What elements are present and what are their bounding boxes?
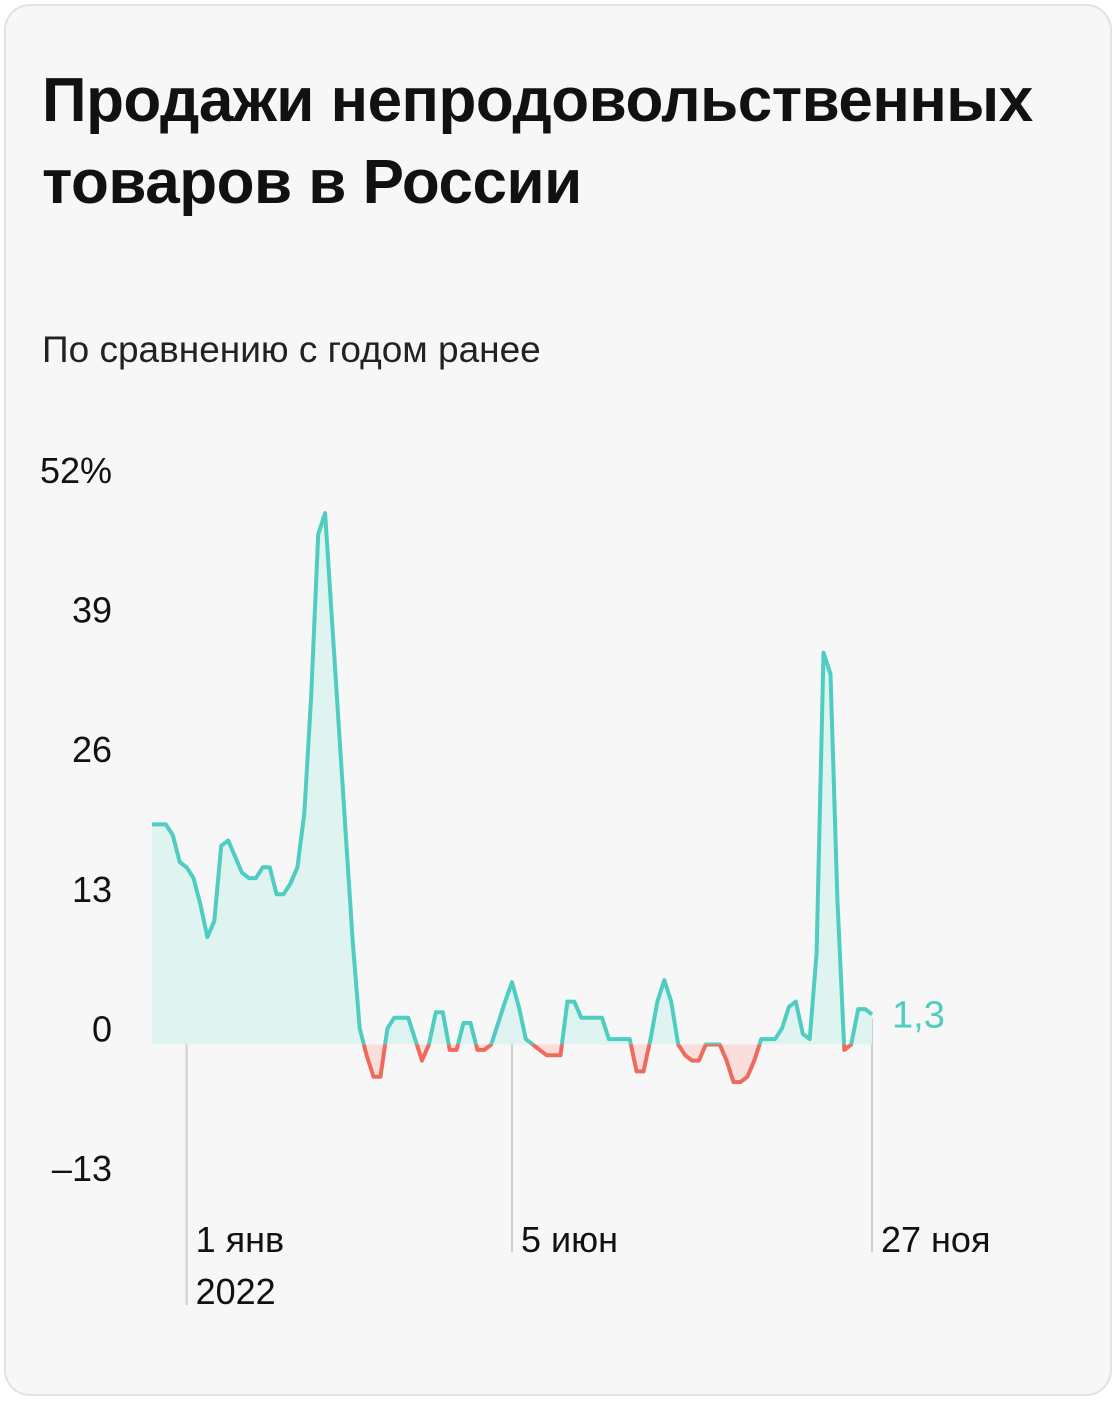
x-tick-sublabel: 2022 bbox=[196, 1271, 276, 1312]
y-tick-label: 52% bbox=[40, 450, 112, 491]
y-tick-label: 13 bbox=[72, 869, 112, 910]
x-tick-label: 5 июн bbox=[521, 1219, 618, 1260]
negative-series-line bbox=[361, 1044, 854, 1085]
last-value-label: 1,3 bbox=[892, 994, 945, 1036]
y-tick-label: 26 bbox=[72, 729, 112, 770]
positive-area bbox=[152, 513, 872, 1045]
y-tick-label: –13 bbox=[52, 1148, 112, 1189]
x-tick-label: 27 ноя bbox=[881, 1219, 990, 1260]
chart-card bbox=[4, 4, 1112, 1396]
positive-series-line bbox=[152, 511, 874, 1045]
negative-area bbox=[363, 1044, 852, 1083]
y-tick-label: 0 bbox=[92, 1008, 112, 1049]
page-subtitle: По сравнению с годом ранее bbox=[42, 329, 541, 370]
y-tick-label: 39 bbox=[72, 590, 112, 631]
page-title: Продажи непродовольственных товаров в Ро… bbox=[42, 66, 1033, 217]
x-tick-label: 1 янв bbox=[196, 1219, 285, 1260]
